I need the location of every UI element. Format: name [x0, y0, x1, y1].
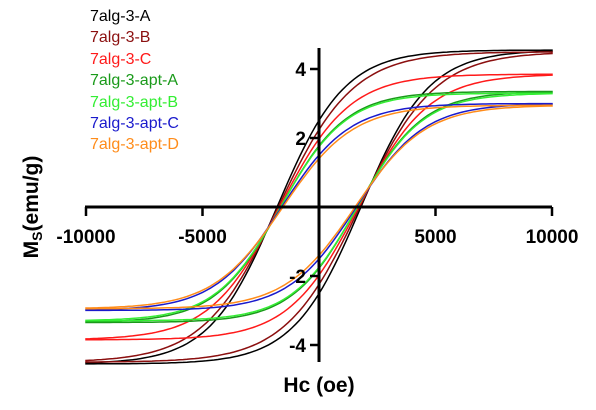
legend-entry: 7alg-3-apt-B [90, 93, 179, 111]
y-tick-label: 2 [295, 129, 306, 150]
y-tick-label: 4 [295, 60, 306, 81]
y-axis-title-unit: (emu/g) [20, 156, 43, 232]
legend-entry: 7alg-3-apt-D [90, 136, 179, 154]
ticks-layer: -10000 -5000 5000 10000 -4 -2 2 4 [56, 60, 578, 357]
hysteresis-curve [85, 102, 553, 312]
curves-layer [85, 49, 553, 365]
y-axis-title-main: M [20, 241, 43, 259]
hysteresis-curve [85, 49, 553, 365]
x-tick-label: -10000 [56, 227, 115, 248]
legend-entry: 7alg-3-C [90, 50, 152, 68]
hysteresis-curve [85, 104, 553, 310]
hysteresis-curve [85, 51, 553, 363]
y-axis-title: MS(emu/g) [20, 156, 45, 259]
x-axis-title: Hc (oe) [283, 374, 354, 397]
legend: 7alg-3-A 7alg-3-B 7alg-3-C 7alg-3-apt-A 7alg… [90, 6, 179, 156]
y-tick-label: -2 [289, 267, 306, 288]
x-tick-label: -5000 [178, 227, 227, 248]
hysteresis-curve [85, 92, 553, 322]
legend-entry: 7alg-3-A [90, 8, 151, 25]
legend-entry: 7alg-3-apt-A [90, 72, 179, 90]
legend-entry: 7alg-3-B [90, 29, 151, 47]
y-tick-label: -4 [289, 336, 306, 357]
y-axis-title-subscript: S [29, 231, 45, 240]
x-tick-label: 10000 [526, 227, 579, 248]
x-tick-label: 5000 [414, 227, 456, 248]
legend-entry: 7alg-3-apt-C [90, 114, 179, 132]
hysteresis-curve [85, 73, 553, 341]
